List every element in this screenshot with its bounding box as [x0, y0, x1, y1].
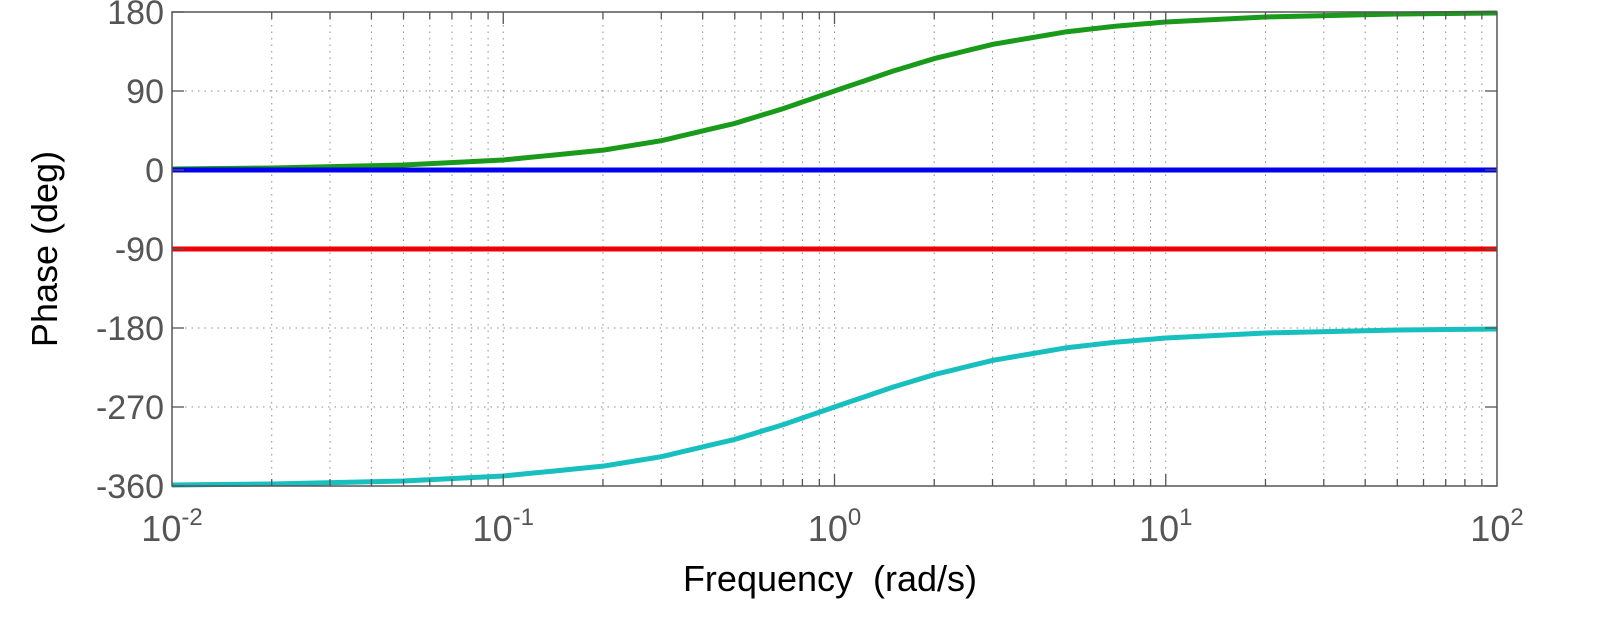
y-tick-label: -360: [96, 468, 164, 506]
y-tick-label: -180: [96, 310, 164, 348]
y-axis-label: Phase (deg): [24, 151, 65, 347]
x-tick-label: 10-1: [473, 504, 534, 549]
x-tick-label: 10-2: [141, 504, 202, 549]
x-tick-label: 100: [808, 504, 861, 549]
grid: [172, 12, 1497, 486]
series-group: [171, 10, 1498, 488]
tick-marks: [172, 11, 1497, 487]
y-tick-label: -90: [115, 231, 164, 269]
y-tick-label: 0: [145, 152, 164, 190]
y-tick-label: 90: [126, 73, 164, 111]
x-axis-label: Frequency (rad/s): [683, 558, 977, 599]
y-tick-labels: 180 90 0 -90 -180 -270 -360: [96, 0, 164, 506]
x-tick-label: 102: [1470, 504, 1523, 549]
series-line: [171, 10, 1498, 172]
x-tick-labels: 10-2 10-1 100 101 102: [141, 504, 1523, 549]
y-tick-label: 180: [107, 0, 164, 32]
series-line: [171, 326, 1498, 488]
x-tick-label: 101: [1139, 504, 1192, 549]
y-tick-label: -270: [96, 389, 164, 427]
